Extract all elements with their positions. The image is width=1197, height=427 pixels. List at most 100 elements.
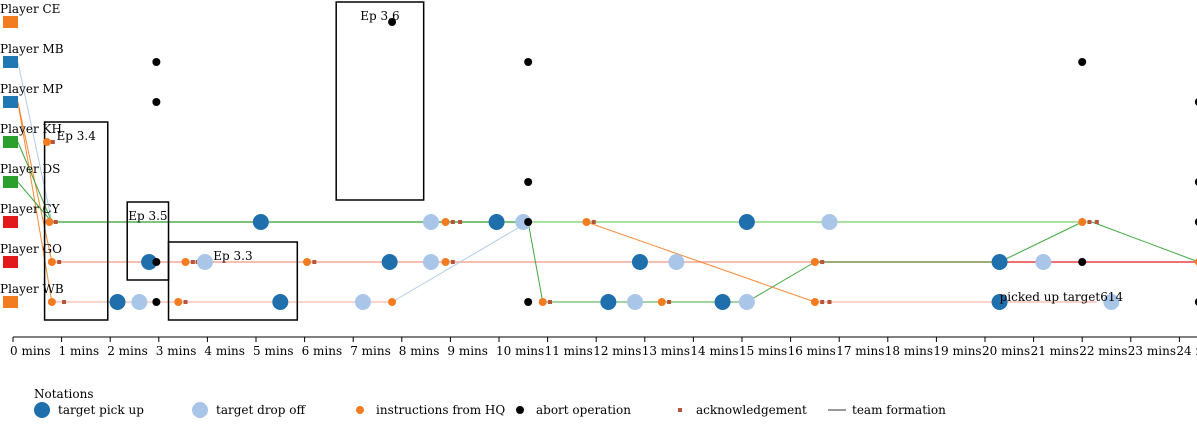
x-tick-label: 16 mins <box>788 344 836 358</box>
x-tick-label: 5 mins <box>253 344 294 358</box>
player-color-swatch <box>3 96 18 108</box>
abort-marker <box>524 298 533 306</box>
player-label: Player DS <box>0 162 60 176</box>
instruction-marker <box>303 258 312 266</box>
player-label: Player MP <box>0 82 63 96</box>
x-axis: 0 mins 1 mins 2 mins 3 mins 4 mins 5 mins 6 mi… <box>10 336 1197 358</box>
x-tick-label: 14 mins <box>690 344 738 358</box>
instruction-marker <box>538 298 547 306</box>
legend-ack-marker <box>678 408 682 412</box>
dropoff-marker <box>821 214 838 230</box>
instruction-marker <box>1078 218 1087 226</box>
event-markers <box>43 18 1197 310</box>
player-color-swatch <box>3 176 18 188</box>
player-color-swatch <box>3 56 18 68</box>
connection-line <box>746 261 816 303</box>
connection-lines <box>17 61 1197 303</box>
x-tick-label: 9 mins <box>447 344 488 358</box>
dropoff-marker <box>738 294 755 310</box>
connection-line <box>999 221 1083 263</box>
ack-marker <box>50 140 55 144</box>
x-tick-label: 4 mins <box>204 344 245 358</box>
x-tick-label: 12 mins <box>593 344 641 358</box>
dropoff-marker <box>668 254 685 270</box>
x-tick-label: 24 mins <box>1176 344 1197 358</box>
abort-marker <box>152 298 161 306</box>
instruction-marker <box>657 298 666 306</box>
connection-line <box>1091 221 1197 262</box>
instruction-marker <box>174 298 183 306</box>
ack-marker <box>183 300 188 304</box>
x-tick-label: 22 mins <box>1079 344 1127 358</box>
ack-marker <box>62 300 67 304</box>
timeline-lines <box>51 221 1197 303</box>
pickup-marker <box>252 214 269 230</box>
ack-marker <box>820 260 825 264</box>
annotation-text: picked up target614 <box>1000 290 1124 304</box>
pickup-marker <box>991 254 1008 270</box>
pickup-marker <box>631 254 648 270</box>
x-tick-label: 17 mins <box>836 344 884 358</box>
abort-marker <box>1078 258 1087 266</box>
legend-title: Notations <box>34 387 93 401</box>
x-tick-label: 23 mins <box>1128 344 1176 358</box>
player-color-swatch <box>3 16 18 28</box>
dropoff-marker <box>131 294 148 310</box>
legend-dropoff-marker <box>192 402 208 418</box>
dropoff-marker <box>1103 294 1120 310</box>
ack-marker <box>312 260 317 264</box>
abort-marker <box>152 58 161 66</box>
episode-box <box>335 1 425 201</box>
abort-marker <box>524 178 533 186</box>
episode-box <box>126 201 170 281</box>
instruction-marker <box>45 218 54 226</box>
legend-instruction-marker <box>356 406 364 414</box>
x-tick-label: 11 mins <box>545 344 593 358</box>
dropoff-marker <box>354 294 371 310</box>
x-tick-label: 2 mins <box>107 344 148 358</box>
x-tick-label: 7 mins <box>350 344 391 358</box>
pickup-marker <box>272 294 289 310</box>
abort-marker <box>152 258 161 266</box>
dropoff-marker <box>422 254 439 270</box>
instruction-marker <box>810 298 819 306</box>
abort-marker <box>1194 298 1197 306</box>
pickup-marker <box>381 254 398 270</box>
dropoff-marker <box>1035 254 1052 270</box>
ack-marker <box>458 220 463 224</box>
player-label: Player GO <box>0 242 62 256</box>
annotations: picked up target614 <box>1000 290 1124 304</box>
x-tick-label: 15 mins <box>739 344 787 358</box>
connection-line <box>391 221 529 303</box>
connection-line <box>17 141 53 223</box>
instruction-marker <box>582 218 591 226</box>
pickup-marker <box>109 294 126 310</box>
player-labels: Player CE Player MB Player MP Player KH Play… <box>0 2 64 308</box>
ack-marker <box>450 220 455 224</box>
instruction-marker <box>47 258 56 266</box>
instruction-marker <box>388 298 397 306</box>
x-tick-label: 20 mins <box>982 344 1030 358</box>
player-label: Player CE <box>0 2 60 16</box>
pickup-marker <box>488 214 505 230</box>
legend-item-label: instructions from HQ <box>376 403 505 417</box>
abort-marker <box>1194 218 1197 226</box>
abort-marker <box>152 98 161 106</box>
dropoff-marker <box>196 254 213 270</box>
episode-boxes: Ep 3.4Ep 3.5Ep 3.3Ep 3.6 <box>43 1 425 321</box>
player-color-swatch <box>3 256 18 268</box>
x-tick-label: 10 mins <box>496 344 544 358</box>
connection-line <box>17 61 53 223</box>
legend-item-label: target drop off <box>216 403 306 417</box>
instruction-marker <box>1194 258 1197 266</box>
instruction-marker <box>810 258 819 266</box>
instruction-marker <box>441 258 450 266</box>
legend-item-label: team formation <box>852 403 946 417</box>
player-label: Player MB <box>0 42 64 56</box>
x-tick-label: 18 mins <box>885 344 933 358</box>
player-color-swatch <box>3 216 18 228</box>
episode-box <box>43 121 109 321</box>
x-tick-label: 6 mins <box>302 344 343 358</box>
x-tick-label: 13 mins <box>642 344 690 358</box>
